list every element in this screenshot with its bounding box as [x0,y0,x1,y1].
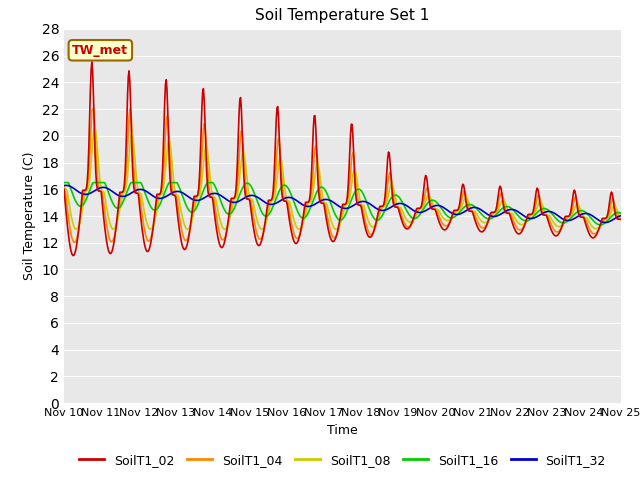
Title: Soil Temperature Set 1: Soil Temperature Set 1 [255,9,429,24]
Text: TW_met: TW_met [72,44,129,57]
Y-axis label: Soil Temperature (C): Soil Temperature (C) [23,152,36,280]
X-axis label: Time: Time [327,424,358,437]
Legend: SoilT1_02, SoilT1_04, SoilT1_08, SoilT1_16, SoilT1_32: SoilT1_02, SoilT1_04, SoilT1_08, SoilT1_… [74,449,611,472]
